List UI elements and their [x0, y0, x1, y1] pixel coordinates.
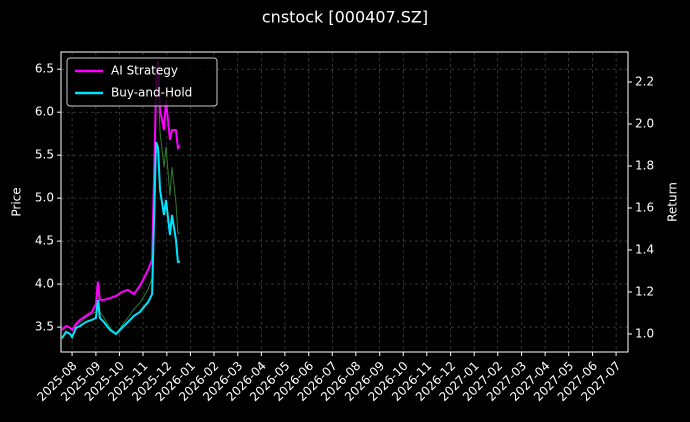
y-axis-label: Price — [10, 187, 24, 216]
y2-axis-label: Return — [666, 182, 680, 222]
plot-frame — [60, 51, 629, 353]
y-tick-label: 6.0 — [35, 105, 54, 119]
price-line — [61, 64, 180, 340]
y2-tick-label: 1.8 — [635, 158, 654, 172]
y2-tick-label: 2.0 — [635, 117, 654, 131]
series-line — [61, 141, 180, 339]
y2-tick-label: 1.4 — [635, 242, 654, 256]
y-tick-label: 3.5 — [35, 320, 54, 334]
legend-label: AI Strategy — [111, 64, 178, 78]
y2-tick-label: 1.2 — [635, 284, 654, 298]
legend-box — [66, 57, 218, 107]
series-line — [61, 60, 181, 332]
y-tick-label: 5.5 — [35, 148, 54, 162]
legend-label: Buy-and-Hold — [111, 86, 192, 100]
y-tick-label: 4.0 — [35, 277, 54, 291]
chart-title: cnstock [000407.SZ] — [262, 8, 428, 27]
y2-tick-label: 1.6 — [635, 200, 654, 214]
y-tick-label: 6.5 — [35, 62, 54, 76]
y2-tick-label: 2.2 — [635, 75, 654, 89]
y-tick-label: 5.0 — [35, 191, 54, 205]
y-tick-label: 4.5 — [35, 234, 54, 248]
y2-tick-label: 1.0 — [635, 326, 654, 340]
